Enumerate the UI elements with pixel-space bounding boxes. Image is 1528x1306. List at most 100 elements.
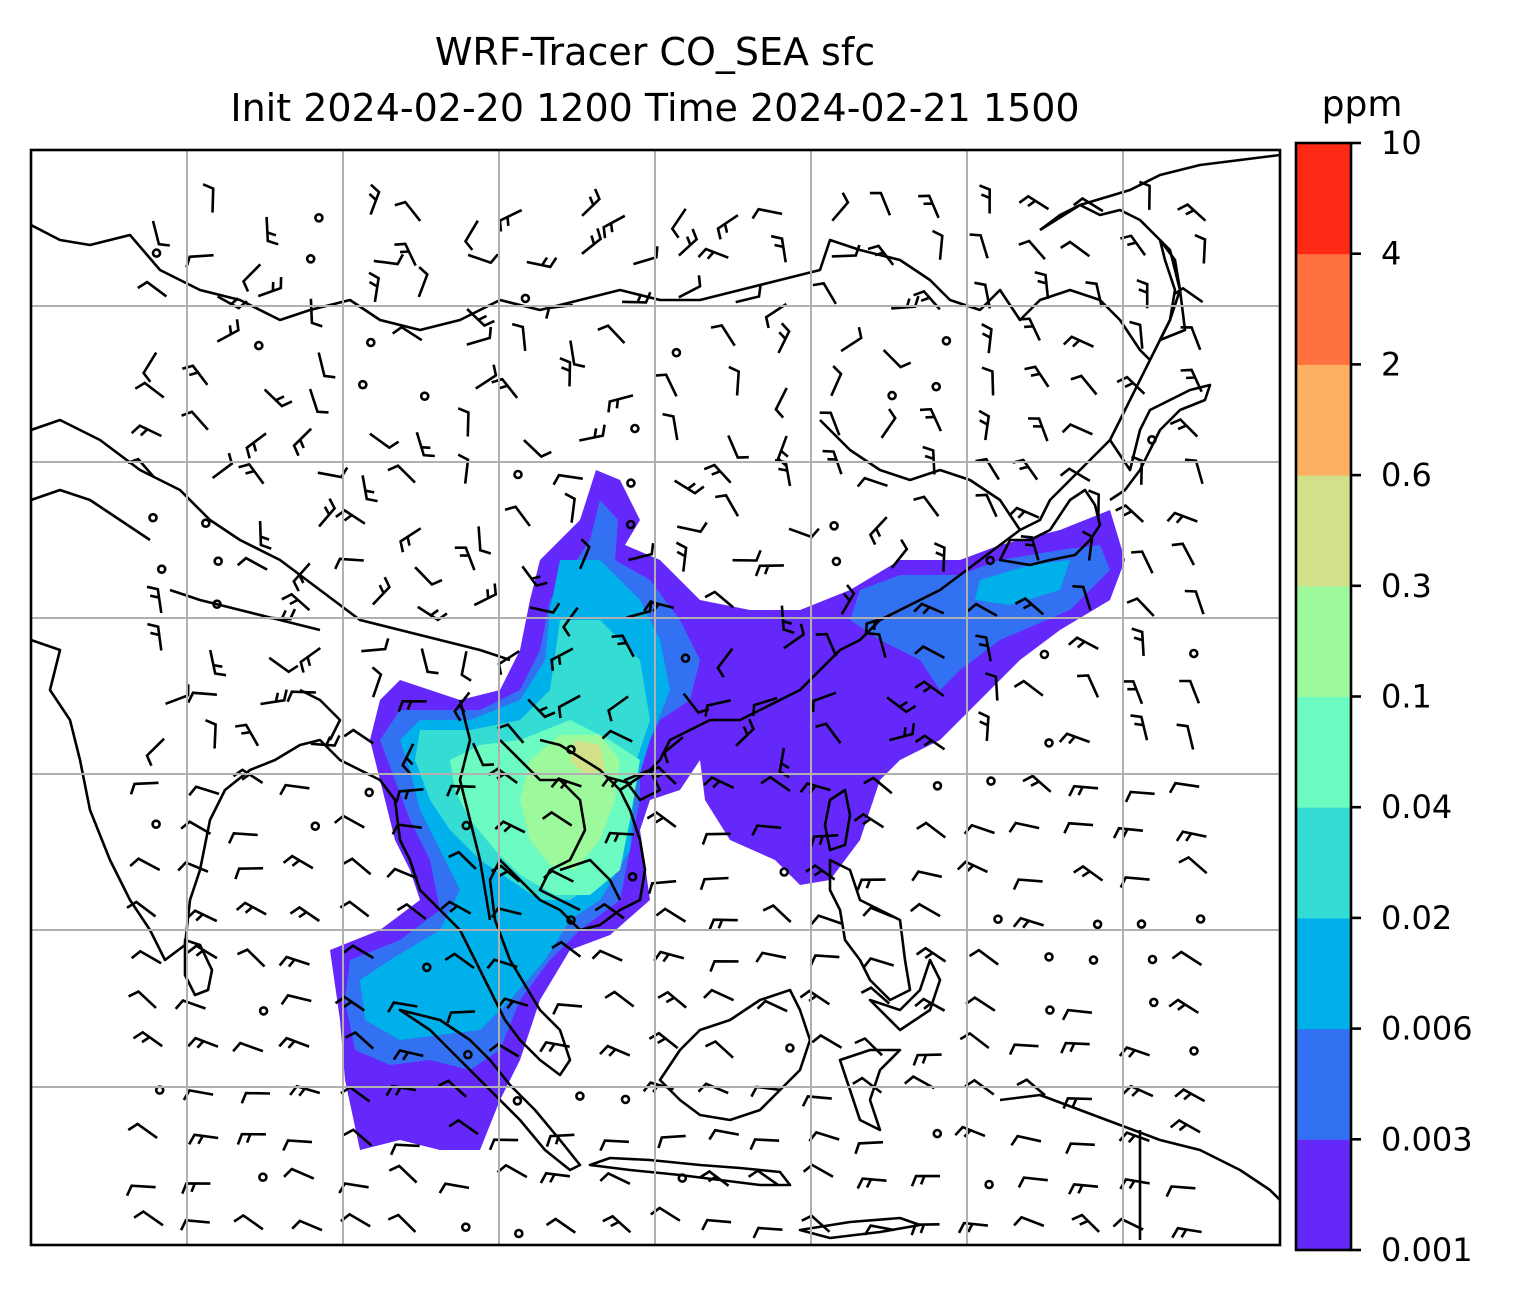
wind-barb — [909, 902, 941, 918]
wind-barb — [185, 253, 214, 268]
wind-barb — [1175, 830, 1207, 842]
wind-barb — [446, 1010, 476, 1024]
wind-barb — [704, 590, 735, 609]
wind-calm-marker — [314, 213, 324, 223]
colorbar-tick-label: 0.02 — [1381, 899, 1452, 937]
wind-barb — [448, 1118, 479, 1136]
wind-barb — [420, 648, 439, 675]
wind-barb — [1071, 1213, 1101, 1233]
wind-barb — [954, 1125, 986, 1138]
wind-barb — [1129, 320, 1144, 349]
wind-barb — [1060, 1041, 1090, 1054]
wind-barb — [292, 427, 313, 457]
wind-barb — [1018, 239, 1046, 260]
wind-barb — [653, 950, 685, 963]
wind-barbs — [125, 180, 1208, 1239]
wind-barb — [751, 207, 783, 220]
wind-calm-marker — [1045, 1005, 1055, 1015]
wind-calm-marker — [566, 744, 576, 755]
wind-barb — [497, 723, 525, 744]
wind-barb — [1059, 467, 1091, 483]
wind-barb — [1168, 781, 1200, 794]
wind-barb — [788, 527, 820, 539]
wind-barb — [552, 1003, 583, 1015]
wind-barb — [888, 722, 916, 742]
colorbar-tick-label: 0.001 — [1381, 1231, 1473, 1269]
wind-barb — [918, 194, 940, 219]
colorbar-segment — [1296, 143, 1351, 255]
wind-barb — [438, 1182, 470, 1194]
wind-barb — [1008, 821, 1040, 833]
wind-barb — [1085, 281, 1104, 308]
wind-barb — [1012, 878, 1043, 891]
wind-barb — [523, 439, 552, 459]
wind-calm-marker — [310, 821, 321, 832]
wind-barb — [673, 479, 705, 495]
wind-barb — [279, 783, 310, 796]
wind-barb — [1088, 489, 1101, 519]
wind-barb — [340, 1212, 371, 1228]
wind-barb — [977, 711, 990, 741]
wind-barb — [862, 906, 894, 919]
wind-barb — [1122, 680, 1144, 705]
wind-barb — [979, 184, 992, 214]
wind-barb — [854, 1140, 884, 1155]
wind-barb — [699, 1169, 730, 1187]
wind-barb — [648, 1031, 679, 1050]
wind-barb — [1062, 1096, 1092, 1110]
wind-barb — [913, 289, 941, 311]
wind-barb — [265, 216, 279, 246]
wind-barb — [129, 857, 161, 872]
wind-calm-marker — [630, 423, 640, 434]
wind-barb — [463, 220, 479, 251]
wind-barb — [601, 729, 633, 743]
wind-barb — [1063, 821, 1094, 834]
tracer-field — [330, 470, 1125, 1150]
wind-barb — [486, 958, 518, 970]
wind-barb — [978, 409, 991, 441]
wind-barb — [913, 495, 940, 517]
wind-barb — [676, 521, 708, 534]
wind-barb — [394, 200, 422, 222]
wind-barb — [914, 997, 946, 1012]
wind-barb — [915, 946, 947, 963]
wind-barb — [188, 785, 220, 797]
wind-barb — [151, 220, 170, 247]
wind-calm-marker — [941, 335, 952, 346]
wind-barb — [202, 183, 215, 213]
wind-barb — [1017, 1176, 1048, 1188]
wind-barb — [334, 557, 364, 570]
wind-barb — [397, 700, 427, 713]
wind-barb — [490, 864, 521, 883]
wind-barb — [604, 990, 635, 1008]
wind-calm-marker — [566, 915, 576, 925]
wind-barb — [545, 303, 573, 319]
wind-calm-marker — [785, 1043, 795, 1053]
wind-barb — [333, 814, 365, 829]
wind-barb — [1115, 504, 1145, 523]
wind-barb — [913, 602, 945, 615]
wind-barb — [809, 954, 840, 966]
wind-barb — [890, 538, 909, 569]
wind-barb — [415, 431, 435, 458]
wind-barb — [187, 1036, 219, 1049]
wind-calm-marker — [520, 293, 531, 304]
wind-barb — [764, 302, 788, 329]
wind-barb — [714, 493, 740, 517]
wind-barb — [611, 634, 635, 658]
wind-barb — [448, 850, 477, 870]
wind-barb — [146, 585, 163, 614]
wind-barb — [882, 349, 912, 369]
wind-barb — [770, 234, 787, 263]
wind-calm-marker — [1189, 648, 1199, 659]
wind-barb — [914, 645, 946, 659]
wind-barb — [292, 562, 311, 592]
wind-barb — [1068, 784, 1099, 797]
wind-calm-marker — [625, 519, 636, 530]
wind-barb — [527, 698, 556, 719]
wind-barb — [956, 860, 989, 874]
wind-barb — [1118, 1045, 1151, 1058]
wind-barb — [1184, 458, 1204, 485]
wind-barb — [466, 326, 493, 346]
wind-barb — [310, 734, 341, 747]
